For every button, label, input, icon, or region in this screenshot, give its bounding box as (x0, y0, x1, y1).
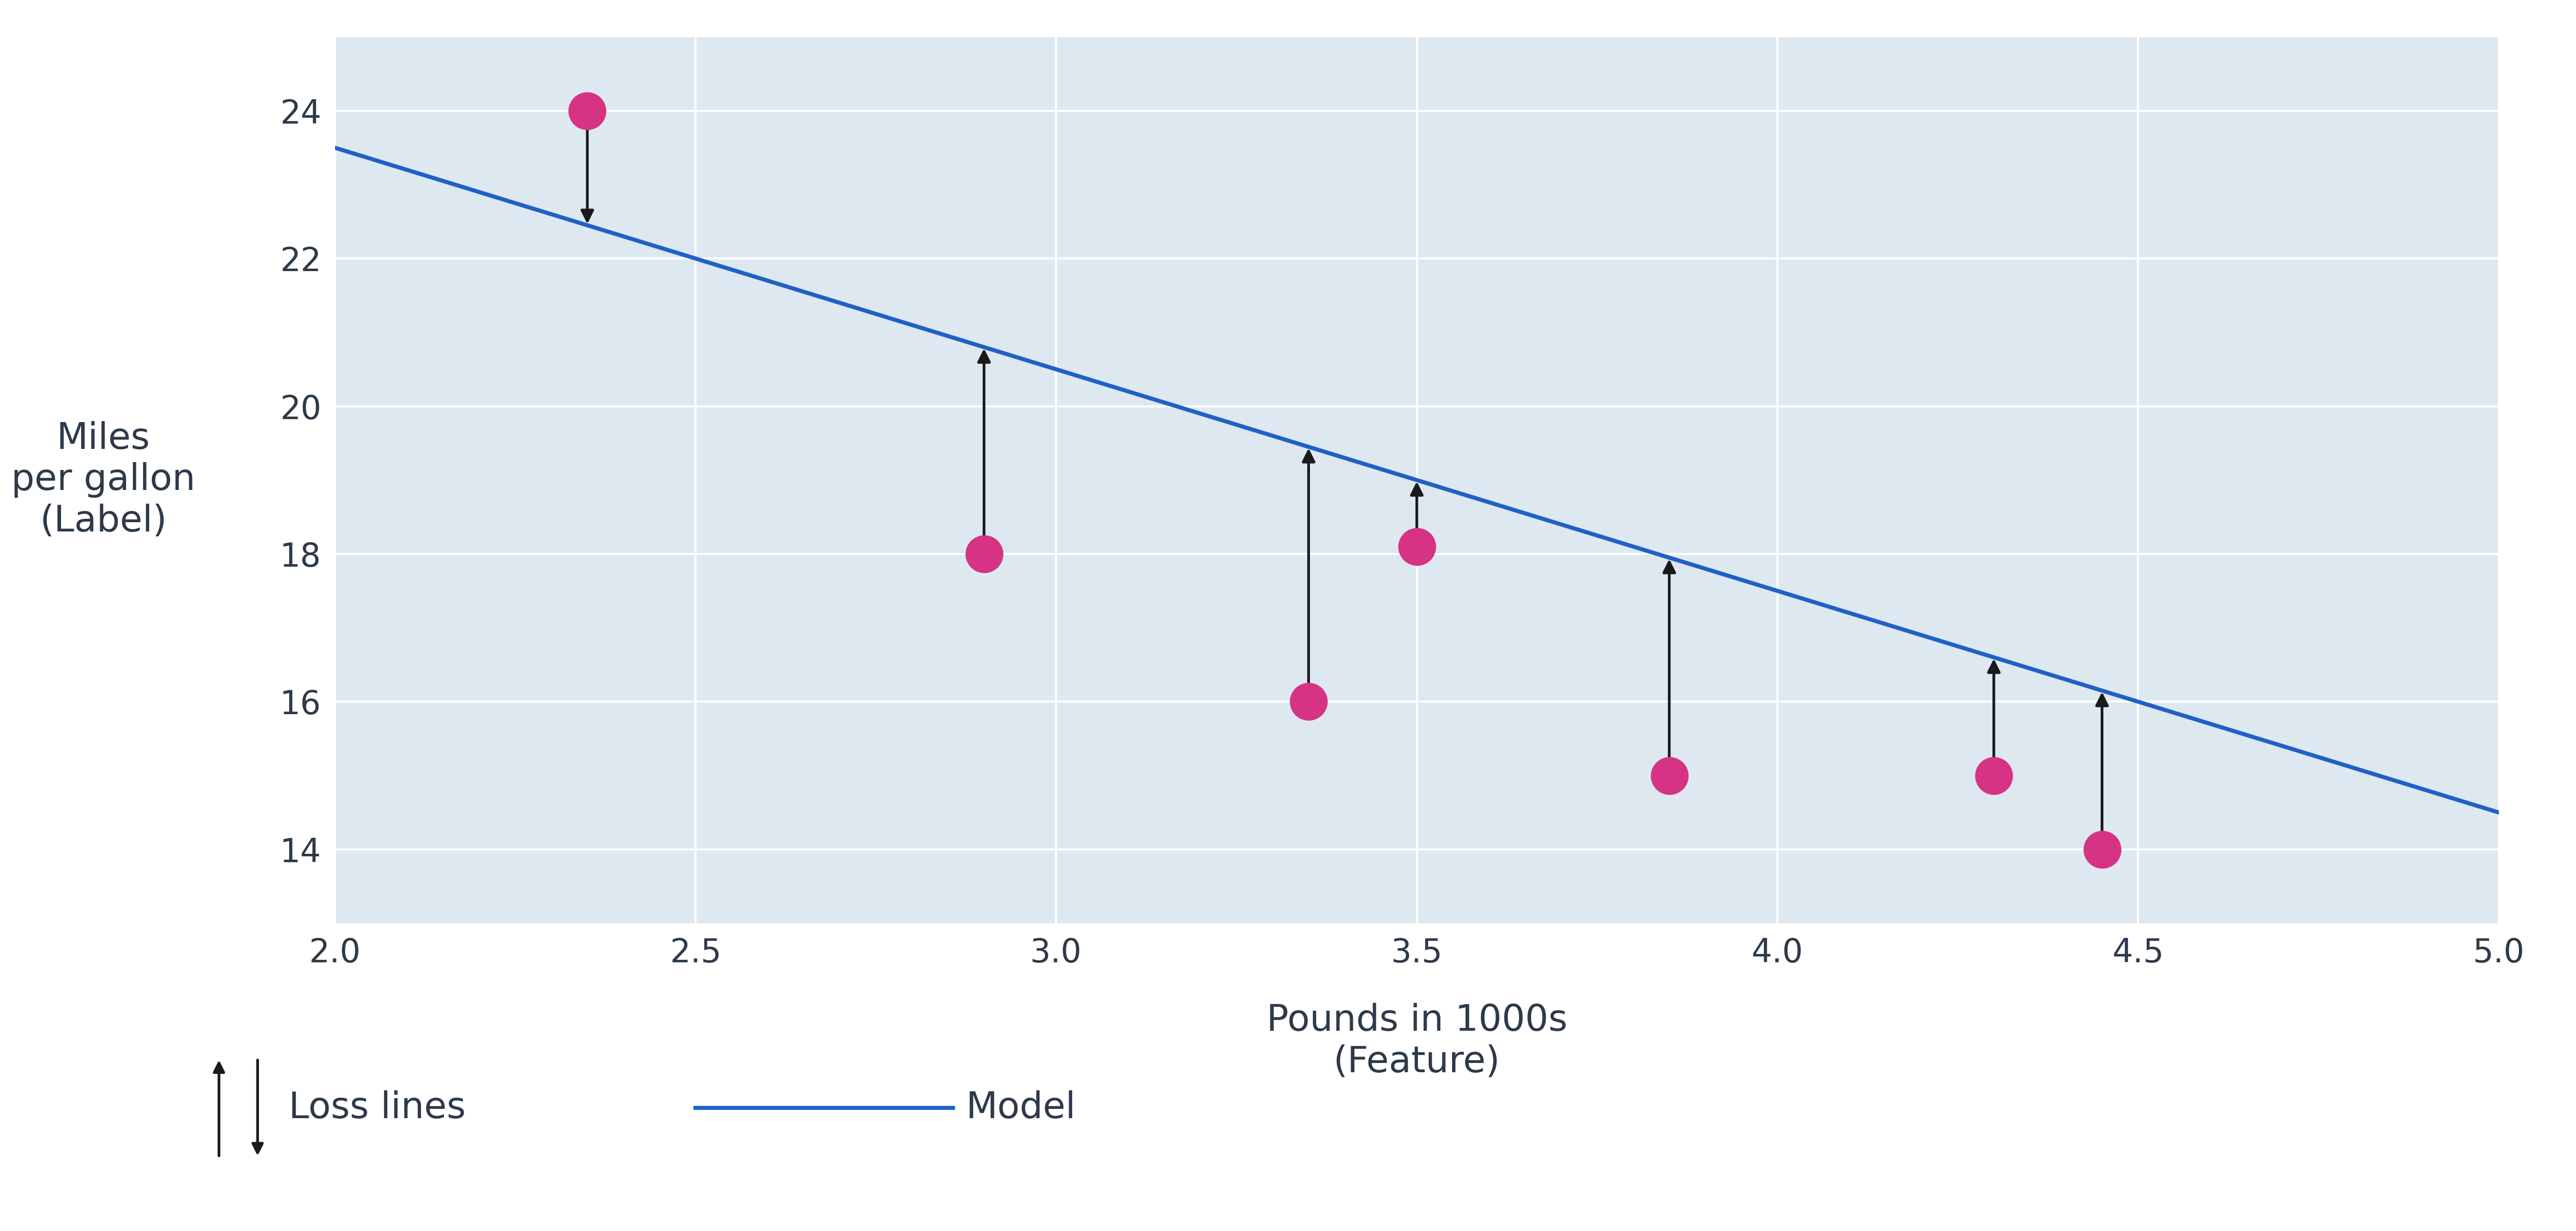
X-axis label: Pounds in 1000s
(Feature): Pounds in 1000s (Feature) (1267, 1003, 1566, 1080)
Point (2081, 840, 2123, 859)
Point (963, 544, 1005, 564)
Y-axis label: Miles
per gallon
(Label): Miles per gallon (Label) (10, 421, 196, 539)
Point (1649, 766, 1690, 785)
Point (1973, 766, 2014, 785)
Point (1396, 537, 1437, 556)
Point (1288, 692, 1329, 712)
Point (567, 101, 608, 121)
Text: Model: Model (966, 1091, 1077, 1125)
Text: Loss lines: Loss lines (289, 1091, 466, 1125)
